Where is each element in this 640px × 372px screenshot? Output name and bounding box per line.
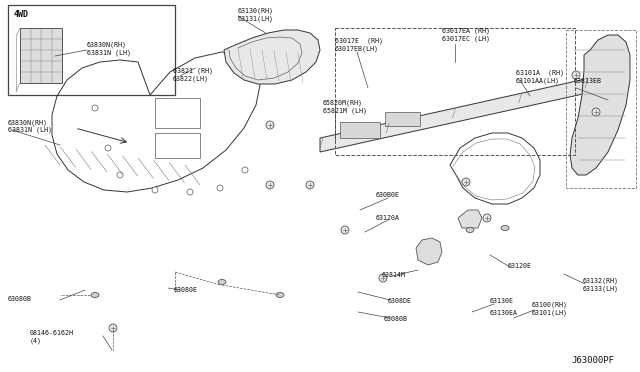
Ellipse shape — [466, 228, 474, 232]
Text: 63080E: 63080E — [174, 287, 198, 293]
Text: 63100(RH)
63101(LH): 63100(RH) 63101(LH) — [532, 302, 568, 316]
Bar — [155, 133, 200, 158]
Circle shape — [462, 178, 470, 186]
Circle shape — [187, 189, 193, 195]
Circle shape — [117, 172, 123, 178]
Text: 63130(RH)
63131(LH): 63130(RH) 63131(LH) — [238, 8, 274, 22]
Circle shape — [105, 145, 111, 151]
Text: 630B0E: 630B0E — [376, 192, 400, 198]
Text: 63101A  (RH)
63101AA(LH): 63101A (RH) 63101AA(LH) — [516, 70, 564, 84]
Circle shape — [266, 181, 274, 189]
Bar — [20, 28, 62, 83]
Polygon shape — [320, 78, 592, 152]
Circle shape — [92, 105, 98, 111]
Text: 6308DE: 6308DE — [388, 298, 412, 304]
Polygon shape — [458, 210, 482, 228]
Circle shape — [217, 185, 223, 191]
Ellipse shape — [91, 292, 99, 298]
Circle shape — [152, 187, 158, 193]
Bar — [155, 98, 200, 128]
Text: 4WD: 4WD — [14, 10, 29, 19]
Text: 65820M(RH)
65821M (LH): 65820M(RH) 65821M (LH) — [323, 100, 367, 114]
Text: J63000PF: J63000PF — [571, 356, 614, 365]
Text: 63120E: 63120E — [508, 263, 532, 269]
Text: 63130EA: 63130EA — [490, 310, 518, 316]
Text: 63080B: 63080B — [384, 316, 408, 322]
Ellipse shape — [501, 225, 509, 231]
Text: 63017E  (RH)
63017EB(LH): 63017E (RH) 63017EB(LH) — [335, 38, 383, 52]
Circle shape — [572, 71, 580, 79]
Circle shape — [379, 274, 387, 282]
Circle shape — [341, 226, 349, 234]
Text: 63130E: 63130E — [490, 298, 514, 304]
Polygon shape — [416, 238, 442, 265]
Bar — [385, 112, 420, 126]
Text: 63830N(RH)
63831N (LH): 63830N(RH) 63831N (LH) — [8, 119, 52, 133]
Text: 63821 (RH)
63822(LH): 63821 (RH) 63822(LH) — [173, 68, 213, 82]
Ellipse shape — [218, 279, 226, 285]
Circle shape — [592, 108, 600, 116]
Bar — [335, 28, 575, 155]
Text: 63120A: 63120A — [376, 215, 400, 221]
Circle shape — [109, 324, 117, 332]
Bar — [340, 122, 380, 138]
Text: 63017EA (RH)
63017EC (LH): 63017EA (RH) 63017EC (LH) — [442, 28, 490, 42]
Text: 63813EB: 63813EB — [574, 78, 602, 84]
Text: 08146-6162H
(4): 08146-6162H (4) — [30, 330, 74, 343]
Bar — [8, 5, 175, 95]
Text: 63132(RH)
63133(LH): 63132(RH) 63133(LH) — [583, 278, 619, 292]
Polygon shape — [570, 35, 630, 175]
Text: 63814M: 63814M — [382, 272, 406, 278]
Circle shape — [306, 181, 314, 189]
Bar — [566, 30, 636, 188]
Text: 63830N(RH)
63831N (LH): 63830N(RH) 63831N (LH) — [87, 42, 131, 56]
Circle shape — [266, 121, 274, 129]
Circle shape — [483, 214, 491, 222]
Ellipse shape — [276, 292, 284, 298]
Text: 63080B: 63080B — [8, 296, 32, 302]
Circle shape — [242, 167, 248, 173]
Polygon shape — [224, 30, 320, 84]
